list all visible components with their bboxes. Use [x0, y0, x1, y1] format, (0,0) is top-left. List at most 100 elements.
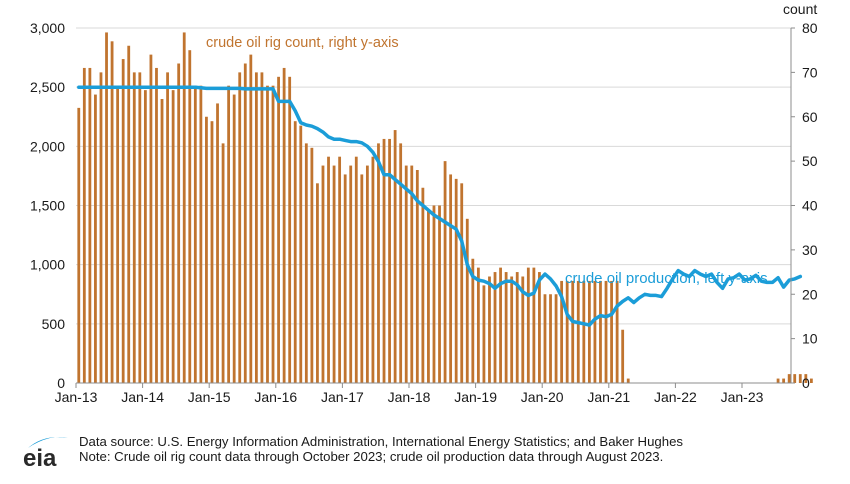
rig-count-bar	[576, 280, 580, 383]
rig-count-bar	[143, 90, 147, 383]
rig-count-bar	[449, 174, 453, 383]
rig-count-bar	[205, 116, 208, 383]
x-tick-label: Jan-18	[388, 389, 431, 405]
rig-count-bar	[293, 121, 297, 383]
eia-logo: eia	[23, 437, 68, 472]
rig-count-bar	[399, 143, 403, 383]
rig-count-bar	[393, 130, 397, 383]
rig-count-bar	[105, 32, 108, 383]
left-tick-label: 2,500	[30, 79, 65, 95]
rig-count-bar	[604, 280, 608, 383]
rig-count-bar	[155, 67, 158, 383]
rig-count-bar	[482, 285, 486, 383]
rig-count-bar	[121, 59, 125, 383]
rig-count-bar	[538, 272, 541, 383]
x-tick-label: Jan-23	[721, 389, 764, 405]
x-tick-label: Jan-21	[587, 389, 630, 405]
rig-count-bar	[493, 272, 497, 383]
rig-count-bar	[216, 103, 219, 383]
x-tick-label: Jan-22	[654, 389, 697, 405]
rig-count-bar	[526, 267, 530, 383]
rig-count-bar	[354, 156, 358, 383]
right-tick-label: 30	[802, 242, 818, 258]
right-tick-label: 10	[802, 331, 818, 347]
rig-count-bar	[499, 267, 502, 383]
rig-count-bar	[210, 121, 214, 383]
rig-count-bar	[160, 99, 164, 383]
rig-count-bar	[88, 67, 92, 383]
rig-count-bar	[454, 178, 458, 383]
rig-count-bar	[615, 280, 619, 383]
rig-count-bar	[504, 272, 508, 383]
rig-count-bar	[343, 174, 347, 383]
right-tick-label: 50	[802, 153, 818, 169]
rig-count-bar	[543, 294, 547, 383]
left-tick-label: 1,000	[30, 257, 65, 273]
x-tick-label: Jan-17	[321, 389, 364, 405]
rig-count-bar	[582, 280, 586, 383]
rig-count-bar	[549, 294, 552, 383]
left-axis-ticks: 0 500 1,000 1,500 2,000 2,500 3,000	[30, 20, 65, 391]
rig-count-bar	[621, 329, 625, 383]
logo-text: eia	[23, 445, 57, 472]
rig-count-bar	[171, 90, 175, 383]
left-tick-label: 0	[57, 375, 65, 391]
rig-count-bar	[554, 294, 558, 383]
rig-count-bar	[360, 174, 364, 383]
rig-count-bar	[476, 267, 480, 383]
rig-count-bar	[798, 374, 802, 383]
rig-count-bar	[94, 94, 97, 383]
rig-count-bar	[571, 280, 575, 383]
rig-count-bar	[127, 45, 131, 383]
rig-count-bar	[415, 170, 419, 383]
rig-count-bar	[199, 85, 203, 383]
rig-count-bar	[232, 94, 236, 383]
rig-count-bar	[277, 76, 280, 383]
rig-count-annotation: crude oil rig count, right y-axis	[206, 35, 399, 51]
data-source-note: Data source: U.S. Energy Information Adm…	[79, 434, 683, 449]
right-tick-label: 80	[802, 20, 818, 36]
rig-count-bar	[149, 54, 153, 383]
rig-count-bar	[809, 378, 813, 383]
rig-count-bar	[221, 143, 225, 383]
rig-count-bar	[254, 72, 258, 383]
x-tick-label: Jan-16	[254, 389, 297, 405]
rig-count-bar	[271, 85, 275, 383]
rig-count-bar	[382, 138, 386, 383]
x-tick-label: Jan-14	[121, 389, 164, 405]
logo-swoosh-icon	[28, 437, 68, 448]
rig-count-bar	[593, 280, 597, 383]
rig-count-bar	[432, 205, 436, 383]
rig-count-bar	[365, 165, 369, 383]
x-tick-label: Jan-20	[521, 389, 564, 405]
rig-count-bar	[299, 125, 303, 383]
rig-count-bar	[82, 67, 86, 383]
rig-count-bar	[193, 85, 197, 383]
rig-count-bar	[321, 165, 325, 383]
rig-count-bar	[599, 280, 602, 383]
x-tick-label: Jan-19	[454, 389, 497, 405]
rig-count-bar	[471, 258, 475, 383]
rig-count-bar	[610, 280, 613, 383]
rig-count-bar	[427, 209, 430, 383]
right-tick-label: 70	[802, 64, 818, 80]
left-tick-label: 1,500	[30, 198, 65, 214]
rig-count-bar	[332, 165, 336, 383]
right-tick-label: 40	[802, 198, 818, 214]
rig-count-bar	[288, 76, 292, 383]
rig-count-bar	[304, 143, 308, 383]
production-annotation: crude oil production, left y-axis	[565, 270, 768, 287]
rig-count-bar	[227, 85, 231, 383]
rig-count-bar	[132, 72, 136, 383]
right-tick-label: 60	[802, 109, 818, 125]
rig-count-bar	[515, 272, 519, 383]
dual-axis-chart: Jan-13 Jan-14 Jan-15 Jan-16 Jan-17 Jan-18 Jan-…	[30, 1, 818, 405]
left-tick-label: 3,000	[30, 20, 65, 36]
rig-count-bar	[776, 378, 780, 383]
right-tick-label: 20	[802, 286, 818, 302]
rig-count-bar	[177, 63, 181, 383]
rig-count-bar	[260, 72, 264, 383]
rig-count-bar	[626, 378, 630, 383]
rig-count-bar	[460, 183, 464, 383]
data-coverage-note: Note: Crude oil rig count data through O…	[79, 449, 664, 464]
